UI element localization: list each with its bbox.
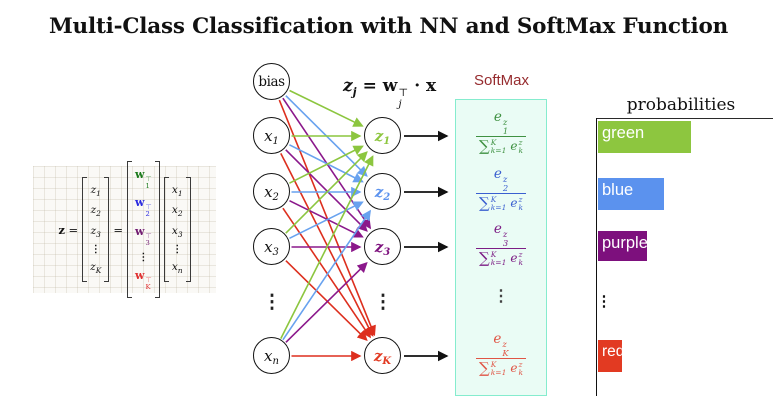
input-node-xn: xn [253,337,290,374]
output-vdots: ⋮ [373,290,393,313]
input-node-x1: x1 [253,117,290,154]
zj-equation: zj = w ⊤ j · x [343,76,437,111]
input-vdots: ⋮ [262,290,282,313]
diagram-title: Multi-Class Classification with NN and S… [48,14,729,39]
output-node-z3: z3 [364,228,401,265]
chart-left-axis [595,117,598,396]
input-node-x2: x2 [253,173,290,210]
matrix-equals: = [113,222,123,237]
matrix-lhs: z = [58,222,79,237]
output-node-zK: zK [364,337,401,374]
input-node-bias: bias [253,63,290,100]
bar-purple: purple [598,231,648,261]
chart-vdots: ⋮ [596,291,612,310]
vdots: ⋮ [90,243,101,255]
prob-chart-title: probabilities [626,95,736,115]
vdots: ⋮ [138,251,149,263]
vdots: ⋮ [172,243,183,255]
chart-top-axis [597,117,773,119]
input-node-x3: x3 [253,228,290,265]
output-node-z2: z2 [364,173,401,210]
bar-green: green [598,120,691,153]
x-vector: x1 x2 x3 ⋮ xn [163,177,191,283]
w-vector: w ⊤ 1 w ⊤ 2 w ⊤ 3 ⋮ w ⊤ K [126,160,160,299]
weight-matrix-equation: z = z1 z2 z3 ⋮ zK = w ⊤ 1 w ⊤ 2 w ⊤ 3 ⋮ w ⊤ K x1… [33,160,216,299]
bar-blue: blue [598,178,664,210]
softmax-vdots: ⋮ [493,286,509,305]
z-vector: z1 z2 z3 ⋮ zK [82,177,110,283]
softmax-label: SoftMax [473,72,530,89]
bar-red: red [598,340,624,372]
output-node-z1: z1 [364,117,401,154]
